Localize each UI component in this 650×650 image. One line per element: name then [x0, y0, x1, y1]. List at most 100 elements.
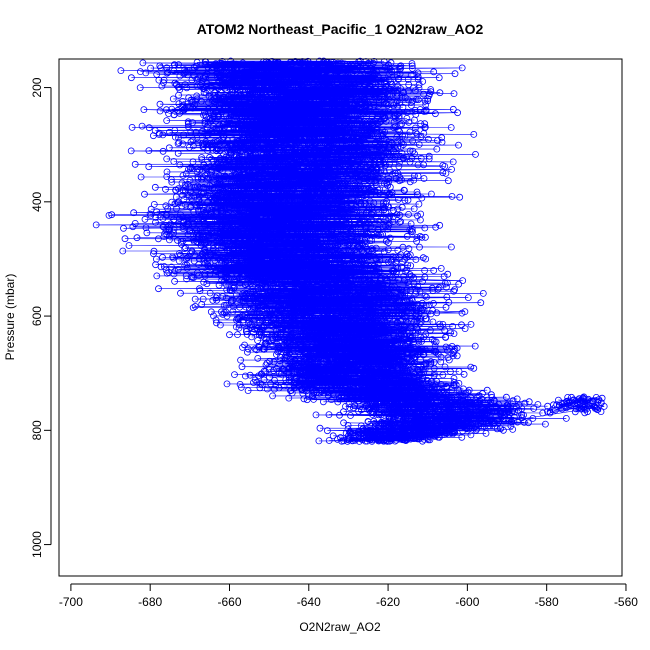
data-point	[240, 92, 248, 99]
data-point	[241, 88, 249, 96]
data-point	[385, 70, 393, 77]
data-point	[382, 88, 389, 96]
data-point	[396, 65, 404, 73]
data-point	[368, 73, 376, 81]
data-point	[414, 76, 422, 83]
data-point	[187, 96, 195, 104]
data-point	[415, 81, 423, 89]
data-point	[346, 68, 353, 76]
data-point	[291, 74, 299, 82]
data-point	[351, 81, 358, 89]
data-point	[393, 71, 401, 79]
data-point	[451, 70, 459, 78]
data-point	[175, 91, 183, 99]
data-point	[343, 74, 351, 82]
data-point	[380, 79, 388, 86]
data-point	[295, 59, 303, 67]
data-point	[142, 69, 150, 77]
data-point	[180, 70, 188, 77]
data-point	[176, 72, 184, 80]
data-point	[339, 70, 347, 77]
data-point	[404, 87, 412, 95]
data-point	[250, 65, 258, 72]
data-point	[221, 84, 229, 92]
data-point	[414, 69, 422, 77]
data-point	[369, 86, 377, 94]
data-point	[371, 94, 379, 101]
data-point	[334, 59, 342, 67]
data-point	[391, 88, 399, 95]
data-point	[173, 81, 180, 89]
data-point	[127, 74, 135, 82]
data-point	[207, 81, 215, 89]
data-point	[427, 86, 435, 93]
data-point	[147, 64, 155, 72]
data-point	[341, 60, 349, 68]
data-point	[436, 89, 444, 97]
data-point	[408, 62, 416, 70]
data-point	[264, 81, 272, 88]
data-point	[204, 63, 212, 71]
data-point	[201, 60, 209, 68]
data-point	[397, 65, 405, 72]
data-point	[375, 91, 383, 99]
data-point	[225, 69, 233, 77]
data-point	[334, 65, 342, 72]
data-point	[203, 70, 211, 78]
data-point	[212, 63, 220, 71]
data-point	[260, 77, 268, 85]
data-point	[171, 79, 179, 87]
data-point	[348, 63, 356, 71]
data-point	[370, 72, 378, 80]
data-point	[397, 62, 405, 70]
data-layer	[92, 57, 608, 445]
data-point	[308, 70, 316, 78]
data-point	[208, 67, 216, 74]
data-point	[163, 64, 171, 72]
data-point	[376, 88, 384, 96]
data-point	[233, 67, 241, 74]
data-point	[292, 63, 300, 70]
data-point	[156, 62, 164, 70]
data-point	[175, 61, 183, 69]
data-point	[450, 90, 458, 97]
data-point	[203, 80, 211, 88]
data-point	[139, 59, 147, 67]
data-point	[394, 76, 402, 83]
data-point	[274, 89, 282, 96]
data-point	[386, 65, 394, 73]
data-point	[360, 93, 368, 101]
data-point	[221, 74, 229, 81]
data-point	[338, 95, 346, 103]
data-point	[192, 62, 200, 70]
data-point	[117, 67, 125, 74]
data-point	[435, 74, 443, 82]
data-point	[209, 63, 217, 71]
data-point	[359, 76, 367, 83]
data-point	[241, 78, 249, 85]
data-point	[279, 93, 287, 100]
data-point	[271, 68, 279, 75]
data-point	[395, 75, 403, 83]
data-point	[221, 73, 229, 80]
data-point	[208, 64, 216, 71]
data-point	[248, 67, 256, 74]
data-point	[411, 87, 419, 94]
data-point	[158, 82, 166, 90]
data-point	[169, 95, 177, 103]
data-point	[458, 64, 466, 72]
data-point	[226, 66, 234, 74]
data-point	[347, 61, 355, 69]
data-point	[277, 73, 285, 81]
data-point	[184, 71, 192, 79]
data-point	[240, 76, 248, 84]
data-point	[223, 86, 231, 94]
data-point	[227, 78, 235, 86]
data-point	[164, 68, 172, 76]
data-point	[381, 95, 388, 103]
data-point	[333, 72, 340, 79]
data-point	[199, 75, 207, 82]
data-point	[153, 71, 161, 78]
data-point	[256, 89, 264, 96]
